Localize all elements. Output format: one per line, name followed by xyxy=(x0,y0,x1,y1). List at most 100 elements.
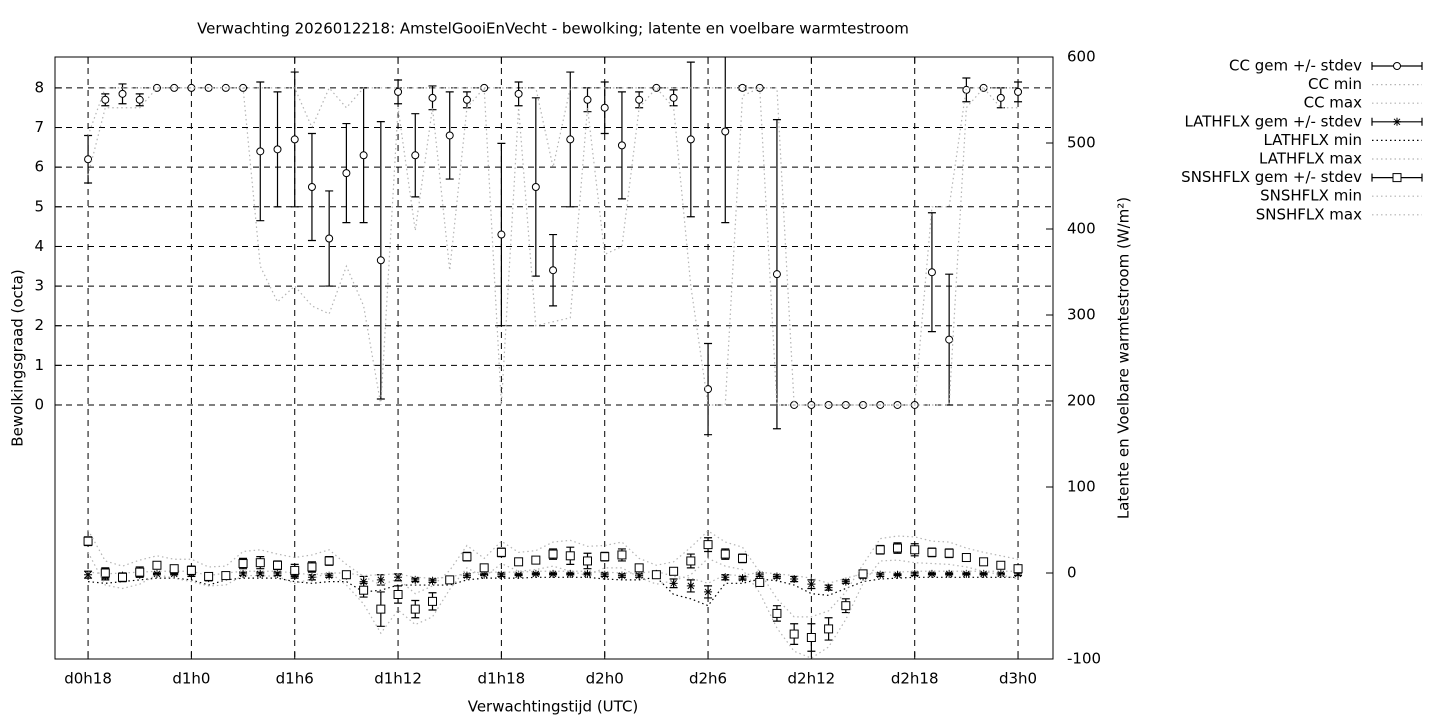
point xyxy=(376,604,386,614)
legend-label: CC gem +/- stdev xyxy=(1229,57,1362,75)
y2-tick-label: 400 xyxy=(1067,220,1096,238)
point xyxy=(686,581,695,590)
y2-tick-label: 200 xyxy=(1067,392,1096,410)
series-line xyxy=(87,529,1019,618)
point xyxy=(635,95,644,104)
point xyxy=(566,569,575,578)
x-tick-label: d2h0 xyxy=(586,670,624,688)
legend-label: SNSHFLX gem +/- stdev xyxy=(1181,168,1362,186)
point xyxy=(324,556,334,566)
y2-tick-label: -100 xyxy=(1067,650,1101,668)
point xyxy=(445,131,454,140)
x-tick-label: d1h0 xyxy=(172,670,210,688)
point xyxy=(549,569,558,578)
x-tick-label: d0h18 xyxy=(64,670,112,688)
point xyxy=(118,572,128,582)
x-tick-label: d1h18 xyxy=(478,670,526,688)
legend-label: CC min xyxy=(1308,75,1362,93)
point xyxy=(152,83,161,92)
point xyxy=(170,569,179,578)
point xyxy=(307,182,316,191)
point xyxy=(893,400,902,409)
point xyxy=(875,545,885,555)
point xyxy=(703,540,713,550)
point xyxy=(290,135,299,144)
legend-label: SNSHFLX max xyxy=(1256,205,1362,223)
point xyxy=(635,571,644,580)
x-tick-label: d1h12 xyxy=(374,670,422,688)
point xyxy=(893,570,902,579)
point xyxy=(135,95,144,104)
point xyxy=(462,552,472,562)
series-line xyxy=(87,86,1019,406)
point xyxy=(755,570,764,579)
point xyxy=(514,570,523,579)
y-tick-label: 8 xyxy=(34,78,44,96)
x-tick-label: d3h0 xyxy=(999,670,1037,688)
point xyxy=(84,570,93,579)
point xyxy=(720,549,730,559)
x-axis-label: Verwachtingstijd (UTC) xyxy=(468,698,639,716)
point xyxy=(927,268,936,277)
point xyxy=(496,547,506,557)
point xyxy=(944,548,954,558)
point xyxy=(858,569,868,579)
point xyxy=(927,547,937,557)
point xyxy=(152,569,161,578)
x-tick-label: d2h12 xyxy=(788,670,836,688)
point xyxy=(945,335,954,344)
point xyxy=(772,270,781,279)
point xyxy=(359,585,369,595)
point xyxy=(669,566,679,576)
point xyxy=(514,89,523,98)
point xyxy=(480,570,489,579)
point xyxy=(359,577,368,586)
point xyxy=(686,135,695,144)
point xyxy=(996,93,1005,102)
point xyxy=(1392,173,1402,183)
point xyxy=(651,570,661,580)
point xyxy=(428,93,437,102)
point xyxy=(790,575,799,584)
point xyxy=(721,573,730,582)
point xyxy=(204,571,214,581)
point xyxy=(255,558,265,568)
point xyxy=(566,135,575,144)
point xyxy=(549,266,558,275)
point xyxy=(945,569,954,578)
point xyxy=(737,553,747,563)
point xyxy=(755,83,764,92)
y2-axis-label: Latente en Voelbare warmtestroom (W/m²) xyxy=(1115,197,1133,519)
point xyxy=(617,550,627,560)
x-tick-label: d2h18 xyxy=(891,670,939,688)
point xyxy=(411,151,420,160)
point xyxy=(118,89,127,98)
series-line xyxy=(87,86,1019,406)
point xyxy=(961,553,971,563)
point xyxy=(962,569,971,578)
point xyxy=(1014,87,1023,96)
y2-tick-label: 500 xyxy=(1067,134,1096,152)
y-tick-label: 1 xyxy=(34,356,44,374)
point xyxy=(497,230,506,239)
point xyxy=(1013,564,1023,574)
point xyxy=(824,624,834,634)
point xyxy=(462,95,471,104)
point xyxy=(841,601,851,611)
point xyxy=(892,543,902,553)
legend-label: CC max xyxy=(1304,94,1363,112)
point xyxy=(290,565,300,575)
point xyxy=(1393,117,1401,126)
point xyxy=(806,633,816,642)
point xyxy=(979,569,988,578)
point xyxy=(410,604,420,614)
point xyxy=(617,141,626,150)
point xyxy=(307,562,317,572)
y-tick-label: 5 xyxy=(34,197,44,215)
point xyxy=(704,385,713,394)
point xyxy=(669,93,678,102)
point xyxy=(1014,569,1023,578)
point xyxy=(583,95,592,104)
